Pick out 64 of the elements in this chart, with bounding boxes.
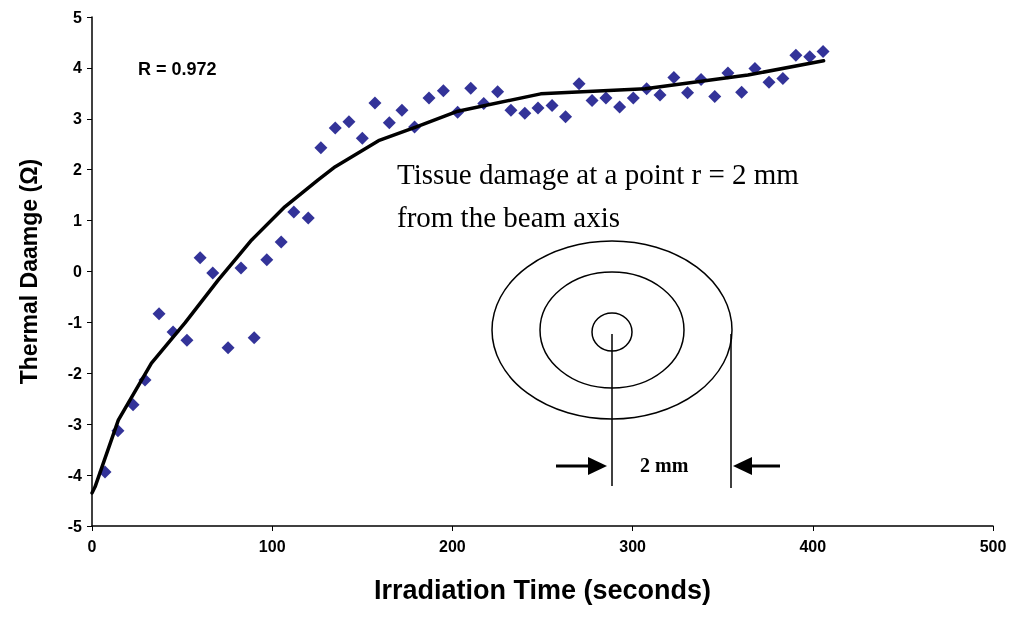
annotation: 2 mm [640,454,689,476]
point [260,253,274,267]
point [314,141,328,155]
point [681,86,695,100]
y-tick-label: 2 [73,161,83,179]
x-axis-title: Irradiation Time (seconds) [373,574,712,605]
x-tick-label: 400 [799,537,827,555]
y-tick-label: -2 [67,364,83,382]
point [545,99,559,113]
point [599,91,613,105]
point [776,72,790,86]
y-axis-title: Thermal Daamge (Ω) [15,158,42,385]
point [626,91,640,105]
point [504,103,518,117]
x-tick-label: 100 [258,537,286,555]
y-tick-label: 5 [73,8,83,26]
y-tick-label: 3 [73,110,83,128]
point [180,333,194,347]
point [395,103,409,117]
point [382,116,396,130]
point [368,96,382,110]
y-tick-label: 4 [73,59,83,77]
y-tick-label: 0 [73,263,83,280]
point [762,75,776,89]
point [221,341,235,355]
point [531,101,545,115]
point [274,235,288,249]
point [667,71,681,85]
point [653,88,667,102]
x-tick-label: 200 [439,537,466,555]
point [708,89,722,103]
point [152,307,166,321]
point [206,266,220,280]
point [301,211,315,225]
y-tick-label: -1 [67,313,83,331]
point [735,85,749,99]
point [355,131,369,145]
point [193,251,207,265]
point [464,81,478,95]
point [585,93,599,107]
point [613,100,627,114]
point [518,106,532,120]
point [328,121,342,135]
x-tick-label: 300 [619,537,647,555]
point [572,77,586,91]
point [287,205,301,219]
x-tick-label: 0 [87,537,97,555]
y-tick-label: 1 [73,212,83,230]
point [803,50,817,64]
point [234,261,248,275]
point [559,110,573,124]
x-tick-label: 500 [979,537,1007,555]
y-tick-label: -5 [67,517,83,535]
y-tick-label: -4 [67,466,83,484]
point [816,45,830,59]
point [789,48,803,62]
annotation: R = 0.972 [138,59,217,79]
point [491,85,505,99]
point [247,331,261,345]
y-tick-label: -3 [67,415,83,433]
annotation: Tissue damage at a point r = 2 mm from the beam axis [397,157,807,233]
point [342,115,356,129]
point [422,91,436,105]
point [436,84,450,98]
